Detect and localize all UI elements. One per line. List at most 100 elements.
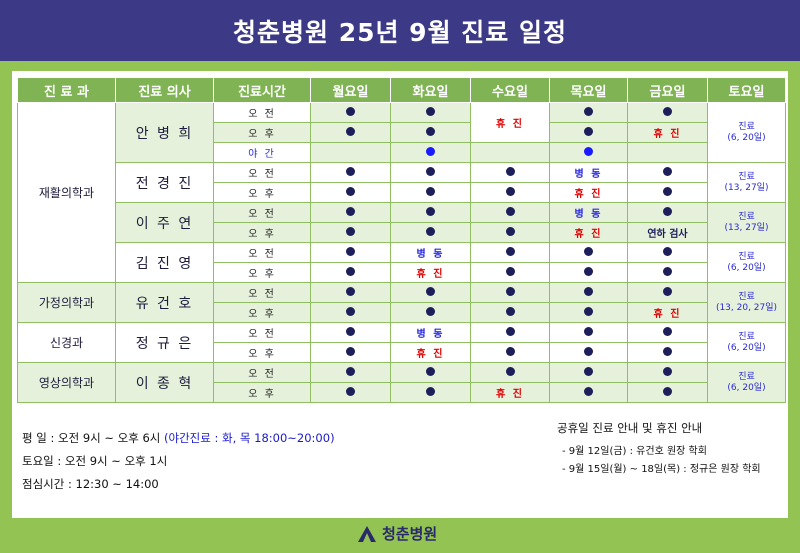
clinic-dot xyxy=(663,287,672,296)
clinic-dot xyxy=(346,187,355,196)
night-hours-text: (야간진료 : 화, 목 18:00~20:00) xyxy=(164,431,335,445)
clinic-dot xyxy=(426,367,435,376)
col-header-fri: 금요일 xyxy=(627,77,708,103)
ward-duty: 병 동 xyxy=(390,242,471,263)
saturday-hours: 토요일 : 오전 9시 ~ 오후 1시 xyxy=(22,454,168,468)
time-slot-pm: 오 후 xyxy=(213,382,311,403)
dept-neuro: 신경과 xyxy=(17,322,116,363)
time-slot-am: 오 전 xyxy=(213,162,311,183)
clinic-dot xyxy=(505,367,515,376)
clinic-dot xyxy=(505,287,515,296)
sat-dates: (6, 20일) xyxy=(727,382,766,393)
notice-item: - 9월 15일(월) ~ 18일(목) : 정규은 원장 학회 xyxy=(562,464,761,475)
clinic-dot xyxy=(584,107,593,116)
col-header-wed: 수요일 xyxy=(470,77,550,103)
logo-icon xyxy=(358,525,376,542)
clinic-dot xyxy=(505,347,515,356)
clinic-dot xyxy=(663,347,672,356)
clinic-dot xyxy=(426,127,435,136)
clinic-dot xyxy=(663,167,672,176)
table-row: 영상의학과 이 종 혁 오 전 진료 (6, 20일) xyxy=(17,362,786,403)
doctor-name: 이 종 혁 xyxy=(115,362,214,403)
clinic-dot xyxy=(346,107,355,116)
table-row: 신경과 정 규 은 오 전 병 동 진료 (6, 20일) xyxy=(17,322,786,363)
notice-title: 공휴일 진료 안내 및 휴진 안내 xyxy=(557,421,703,435)
clinic-dot xyxy=(426,387,435,396)
table-row: 오 후 휴 진 xyxy=(18,182,786,203)
time-slot-pm: 오 후 xyxy=(213,122,311,143)
sat-label: 진료 xyxy=(738,291,755,302)
col-header-dept: 진 료 과 xyxy=(17,77,116,103)
table-row: 오 후 휴 진 xyxy=(18,342,786,363)
clinic-dot xyxy=(346,307,355,316)
clinic-dot xyxy=(346,127,355,136)
day-off: 휴 진 xyxy=(470,382,550,403)
sat-label: 진료 xyxy=(738,371,755,382)
clinic-dot xyxy=(505,227,515,236)
clinic-dot xyxy=(346,247,355,256)
clinic-dot xyxy=(584,347,593,356)
day-off: 휴 진 xyxy=(627,302,708,323)
weekday-hours-text: 평 일 : 오전 9시 ~ 오후 6시 xyxy=(22,431,165,445)
clinic-dot xyxy=(346,207,355,216)
col-header-thu: 목요일 xyxy=(549,77,628,103)
sat-label: 진료 xyxy=(738,211,755,222)
clinic-dot xyxy=(584,247,593,256)
sat-label: 진료 xyxy=(738,331,755,342)
dept-radio: 영상의학과 xyxy=(17,362,116,403)
clinic-dot xyxy=(663,387,672,396)
clinic-dot xyxy=(426,227,435,236)
table-row: 재활의학과 안 병 희 오 전 휴 진 진료 (6, 20일) xyxy=(17,102,786,283)
col-header-time: 진료시간 xyxy=(213,77,311,103)
clinic-dot xyxy=(346,327,355,336)
time-slot-am: 오 전 xyxy=(213,202,311,223)
clinic-dot xyxy=(426,207,435,216)
time-slot-am: 오 전 xyxy=(213,242,311,263)
clinic-dot xyxy=(584,127,593,136)
sat-label: 진료 xyxy=(738,171,755,182)
doctor-name: 유 건 호 xyxy=(115,282,214,323)
col-header-sat: 토요일 xyxy=(707,77,786,103)
day-off: 휴 진 xyxy=(549,182,628,203)
time-slot-pm: 오 후 xyxy=(213,262,311,283)
time-slot-pm: 오 후 xyxy=(213,182,311,203)
clinic-dot xyxy=(505,327,515,336)
clinic-dot xyxy=(505,187,515,196)
clinic-dot xyxy=(584,387,593,396)
clinic-dot xyxy=(346,167,355,176)
doctor-name: 김 진 영 xyxy=(115,242,214,283)
exam-note: 연하 검사 xyxy=(627,222,708,243)
ward-duty: 병 동 xyxy=(390,322,471,343)
clinic-dot xyxy=(584,287,593,296)
clinic-dot xyxy=(505,247,515,256)
clinic-dot xyxy=(346,287,355,296)
day-off: 휴 진 xyxy=(549,222,628,243)
time-slot-pm: 오 후 xyxy=(213,222,311,243)
day-off: 휴 진 xyxy=(390,262,471,283)
clinic-dot xyxy=(663,327,672,336)
table-row: 오 후 휴 진 xyxy=(18,122,786,143)
clinic-dot xyxy=(346,347,355,356)
sat-dates: (6, 20일) xyxy=(727,262,766,273)
time-slot-am: 오 전 xyxy=(213,362,311,383)
table-row: 이 주 연 오 전 병 동 진료 (13, 27일) xyxy=(18,202,786,243)
night-clinic-dot xyxy=(584,147,593,156)
clinic-dot xyxy=(505,207,515,216)
col-header-doctor: 진료 의사 xyxy=(115,77,214,103)
time-slot-am: 오 전 xyxy=(213,322,311,343)
sat-label: 진료 xyxy=(738,121,755,132)
day-off: 휴 진 xyxy=(390,342,471,363)
clinic-dot xyxy=(426,307,435,316)
clinic-dot xyxy=(426,167,435,176)
sat-dates: (6, 20일) xyxy=(727,342,766,353)
sat-dates: (13, 20, 27일) xyxy=(715,302,778,313)
schedule-table: 진 료 과 진료 의사 진료시간 월요일 화요일 수요일 목요일 금요일 토요일… xyxy=(17,77,786,403)
clinic-dot xyxy=(505,267,515,276)
table-header: 진 료 과 진료 의사 진료시간 월요일 화요일 수요일 목요일 금요일 토요일 xyxy=(17,77,786,103)
night-clinic-dot xyxy=(426,147,435,156)
clinic-dot xyxy=(346,367,355,376)
clinic-dot xyxy=(584,307,593,316)
table-row: 오 후 휴 진 연하 검사 xyxy=(18,222,786,243)
page-title: 청춘병원 25년 9월 진료 일정 xyxy=(0,0,800,61)
time-slot-pm: 오 후 xyxy=(213,342,311,363)
